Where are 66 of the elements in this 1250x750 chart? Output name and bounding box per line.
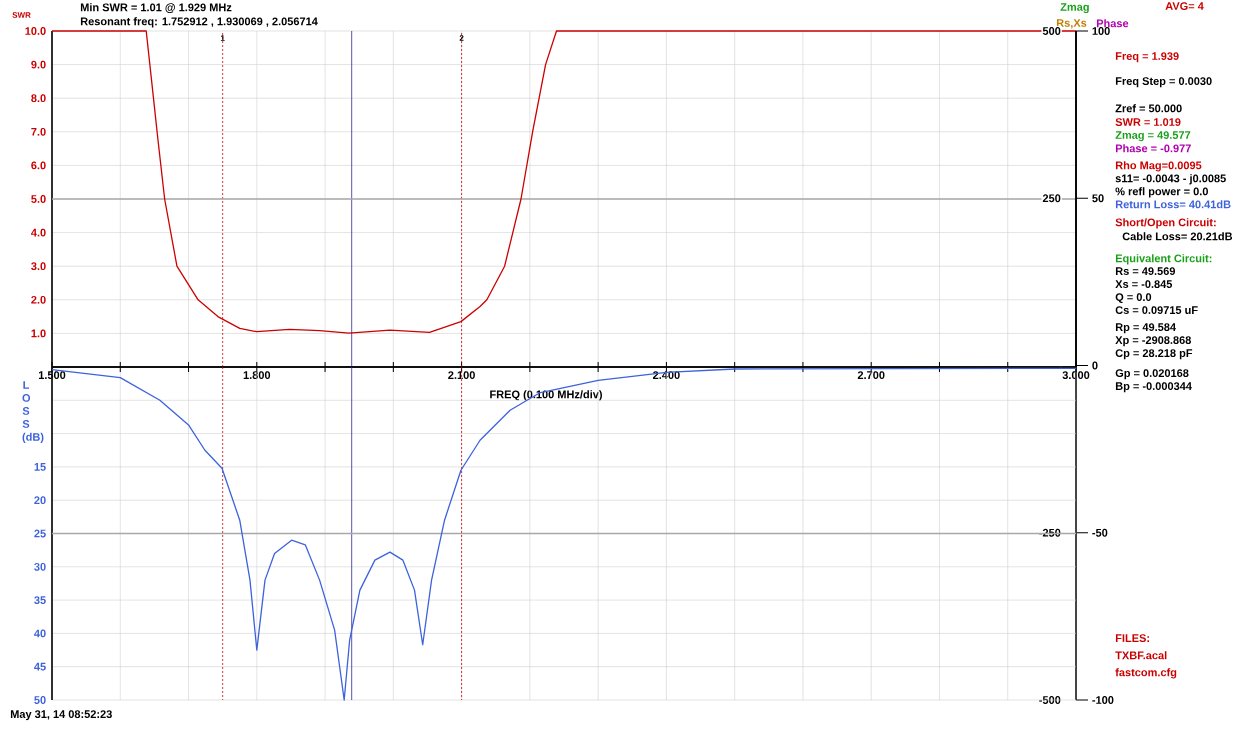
text: Min SWR = 1.01 @ 1.929 MHz (80, 3, 232, 13)
text: Xs = -0.845 (1115, 280, 1173, 288)
y-tick-label: 4.0 (31, 228, 46, 237)
text: Gp = 0.020168 (1115, 369, 1189, 380)
y-tick-label: 25 (34, 529, 46, 538)
y-axis-title: SWR (12, 12, 31, 18)
y3-tick-label: 50 (1092, 194, 1104, 203)
text: Rp = 49.584 (1115, 323, 1176, 334)
text: Bp = -0.000344 (1115, 382, 1192, 393)
text: Return Loss= 40.41dB (1115, 200, 1231, 209)
text: SWR = 1.019 (1115, 118, 1181, 126)
y-tick-label: 20 (34, 496, 46, 505)
text: May 31, 14 08:52:23 (10, 710, 112, 721)
y-tick-label: 40 (34, 629, 46, 638)
annotation: 2 (459, 35, 464, 41)
text: Resonant freq: 1.752912 , 1.930069 , 2.056714 (80, 17, 318, 28)
text: Short/Open Circuit: (1115, 218, 1216, 229)
y3-tick-label: -100 (1092, 696, 1114, 704)
text: Q = 0.0 (1115, 293, 1152, 304)
text: Zref = 50.000 (1115, 104, 1182, 113)
y-tick-label: 7.0 (31, 127, 46, 136)
y-tick-label: 2.0 (31, 295, 46, 304)
y-axis-title: L O S S (dB) (22, 381, 44, 444)
text: Cp = 28.218 pF (1115, 349, 1193, 360)
y3-tick-label: -50 (1092, 528, 1108, 537)
text: % refl power = 0.0 (1115, 187, 1208, 198)
text: s11= -0.0043 - j0.0085 (1115, 174, 1226, 185)
x-tick-label: 2.100 (448, 371, 475, 379)
text: Equivalent Circuit: (1115, 254, 1212, 265)
y2-tick-label: -500 (1039, 696, 1061, 704)
text: Cs = 0.09715 uF (1115, 306, 1198, 314)
text: AVG= 4 (1165, 2, 1204, 10)
x-tick-label: 2.400 (653, 371, 680, 379)
text: Phase = -0.977 (1115, 144, 1191, 153)
y3-tick-label: 0 (1092, 361, 1098, 370)
text: Rs = 49.569 (1115, 267, 1176, 275)
text: fastcom.cfg (1115, 668, 1177, 679)
y-tick-label: 6.0 (31, 161, 46, 170)
y-tick-label: 3.0 (31, 262, 46, 271)
y2-tick-label: 500 (1042, 27, 1061, 35)
annotation: 1 (220, 35, 225, 41)
y-tick-label: 5.0 (31, 195, 46, 203)
text: Zmag = 49.577 (1115, 131, 1191, 142)
text: FILES: (1115, 634, 1149, 642)
y-tick-label: 30 (34, 562, 46, 571)
y2-axis-title: Zmag (1060, 3, 1089, 14)
text: Xp = -2908.868 (1115, 336, 1191, 347)
text: Freq Step = 0.0030 (1115, 77, 1212, 88)
y-tick-label: 9.0 (31, 60, 46, 69)
y-tick-label: 15 (34, 463, 46, 471)
text: Rho Mag=0.0095 (1115, 161, 1202, 172)
y2-tick-label: 250 (1042, 194, 1061, 203)
text: TXBF.acal (1115, 651, 1167, 660)
y-tick-label: 10.0 (25, 27, 46, 35)
y-tick-label: 45 (34, 662, 46, 671)
y-tick-label: 1.0 (31, 329, 46, 338)
y3-tick-label: 100 (1092, 27, 1110, 35)
y3-axis-title: Phase (1096, 19, 1129, 28)
x-tick-label: 1.800 (243, 371, 271, 379)
text: Freq = 1.939 (1115, 52, 1179, 63)
text: Cable Loss= 20.21dB (1122, 232, 1233, 241)
y-tick-label: 8.0 (31, 94, 46, 103)
x-tick-label: 2.700 (857, 371, 885, 379)
text: Rs,Xs (1056, 19, 1087, 29)
y-tick-label: 35 (34, 596, 46, 605)
y-tick-label: 50 (34, 696, 46, 704)
